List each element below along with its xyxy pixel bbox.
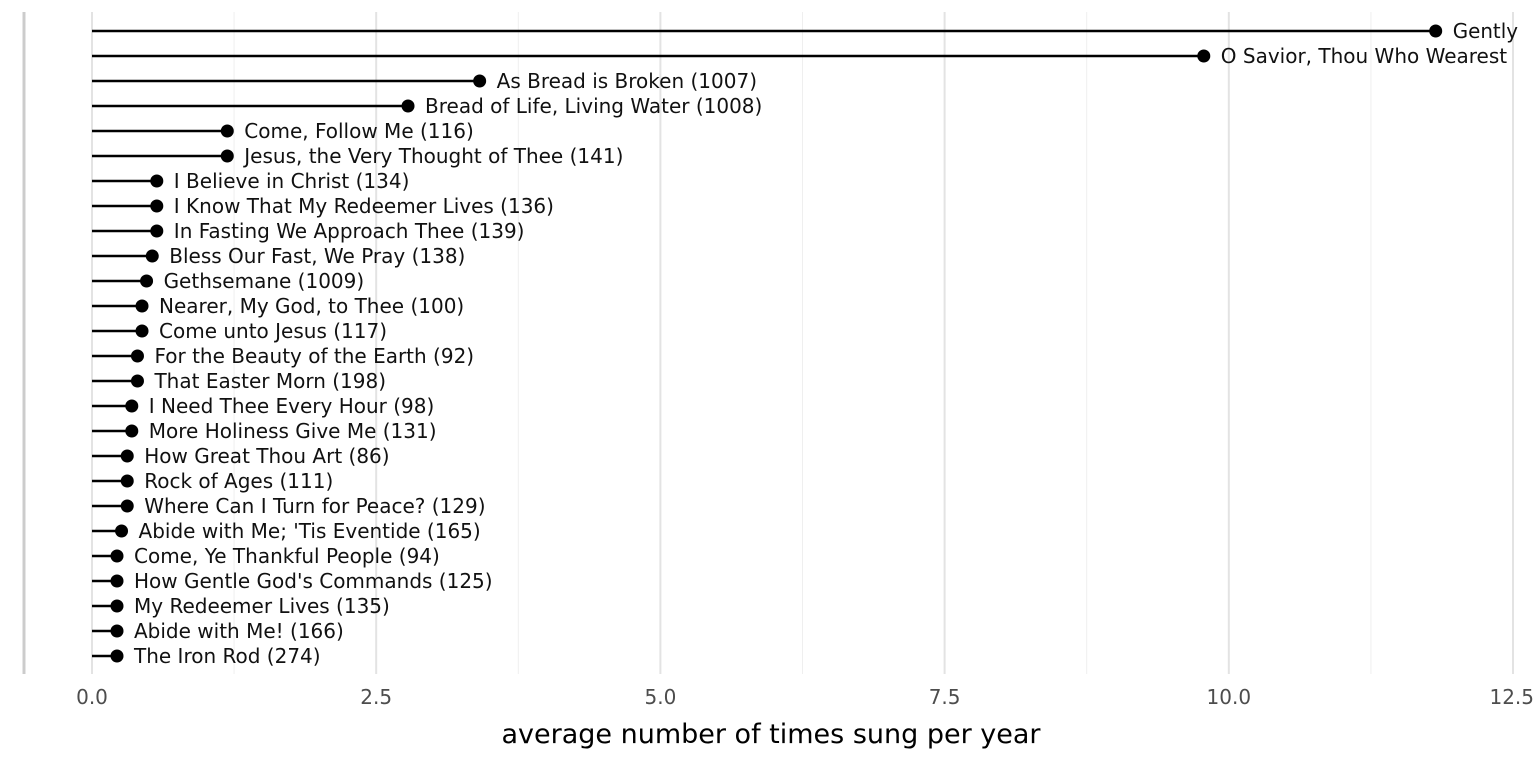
lollipop-dot <box>150 174 164 188</box>
lollipop-dot <box>401 99 415 113</box>
lollipop-label: Gently <box>1453 19 1518 43</box>
lollipop-item: I Need Thee Every Hour (98) <box>92 394 434 418</box>
lollipop-item: Bless Our Fast, We Pray (138) <box>92 244 465 268</box>
lollipop-label: Come unto Jesus (117) <box>159 319 387 343</box>
lollipop-label: Gethsemane (1009) <box>164 269 365 293</box>
lollipop-dot <box>1197 49 1211 63</box>
lollipop-item: As Bread is Broken (1007) <box>92 69 757 93</box>
lollipop-item: Rock of Ages (111) <box>92 469 333 493</box>
lollipop-dot <box>145 249 159 263</box>
lollipop-label: Abide with Me; 'Tis Eventide (165) <box>139 519 481 543</box>
lollipop-label: I Need Thee Every Hour (98) <box>149 394 435 418</box>
lollipop-item: Come unto Jesus (117) <box>92 319 387 343</box>
lollipop-item: Come, Ye Thankful People (94) <box>92 544 440 568</box>
lollipop-label: Rock of Ages (111) <box>144 469 333 493</box>
lollipop-label: How Great Thou Art (86) <box>144 444 389 468</box>
lollipop-label: That Easter Morn (198) <box>153 369 386 393</box>
lollipop-item: O Savior, Thou Who Wearest <box>92 44 1507 68</box>
lollipop-item: More Holiness Give Me (131) <box>92 419 437 443</box>
lollipop-item: Bread of Life, Living Water (1008) <box>92 94 762 118</box>
lollipop-label: O Savior, Thou Who Wearest <box>1221 44 1507 68</box>
lollipop-item: My Redeemer Lives (135) <box>92 594 390 618</box>
lollipop-label: In Fasting We Approach Thee (139) <box>174 219 525 243</box>
lollipop-label: Abide with Me! (166) <box>134 619 344 643</box>
lollipop-label: I Know That My Redeemer Lives (136) <box>174 194 554 218</box>
lollipop-dot <box>135 299 149 313</box>
lollipop-dot <box>110 549 124 563</box>
lollipop-item: Abide with Me; 'Tis Eventide (165) <box>92 519 481 543</box>
lollipop-label: Bread of Life, Living Water (1008) <box>425 94 762 118</box>
lollipop-label: Jesus, the Very Thought of Thee (141) <box>242 144 623 168</box>
lollipop-label: How Gentle God's Commands (125) <box>134 569 493 593</box>
lollipop-dot <box>140 274 154 288</box>
lollipop-dot <box>120 499 134 513</box>
lollipop-item: Gethsemane (1009) <box>92 269 364 293</box>
lollipop-dot <box>150 199 164 213</box>
lollipop-label: As Bread is Broken (1007) <box>497 69 757 93</box>
x-tick-label: 12.5 <box>1489 685 1534 709</box>
x-axis-ticks: 0.0 2.5 5.0 7.5 10.0 12.5 <box>76 685 1534 709</box>
lollipop-item: I Believe in Christ (134) <box>92 169 409 193</box>
lollipop-item: The Iron Rod (274) <box>92 644 321 668</box>
lollipop-item: Jesus, the Very Thought of Thee (141) <box>92 144 623 168</box>
lollipop-dot <box>110 599 124 613</box>
lollipop-item: Where Can I Turn for Peace? (129) <box>92 494 486 518</box>
lollipop-dot <box>220 149 234 163</box>
lollipop-item: How Great Thou Art (86) <box>92 444 390 468</box>
lollipop-label: The Iron Rod (274) <box>133 644 321 668</box>
lollipop-dot <box>110 649 124 663</box>
x-tick-label: 5.0 <box>644 685 676 709</box>
lollipop-label: Bless Our Fast, We Pray (138) <box>169 244 465 268</box>
lollipop-dot <box>110 624 124 638</box>
lollipop-item: Come, Follow Me (116) <box>92 119 474 143</box>
lollipop-dot <box>120 474 134 488</box>
lollipop-item: For the Beauty of the Earth (92) <box>92 344 474 368</box>
x-tick-label: 7.5 <box>929 685 961 709</box>
lollipop-dot <box>130 349 144 363</box>
grid-lines <box>91 12 1514 674</box>
lollipop-label: Come, Follow Me (116) <box>244 119 474 143</box>
lollipop-item: That Easter Morn (198) <box>92 369 386 393</box>
lollipop-dot <box>135 324 149 338</box>
lollipop-dot <box>125 424 139 438</box>
lollipop-dot <box>150 224 164 238</box>
lollipop-dot <box>125 399 139 413</box>
lollipop-item: In Fasting We Approach Thee (139) <box>92 219 524 243</box>
lollipop-dot <box>1429 24 1443 38</box>
lollipop-label: For the Beauty of the Earth (92) <box>154 344 474 368</box>
lollipop-dot <box>115 524 129 538</box>
lollipop-dot <box>130 374 144 388</box>
x-tick-label: 10.0 <box>1207 685 1252 709</box>
x-tick-label: 0.0 <box>76 685 108 709</box>
x-axis-title: average number of times sung per year <box>501 719 1041 750</box>
lollipop-item: Gently <box>92 19 1518 43</box>
lollipop-item: Abide with Me! (166) <box>92 619 344 643</box>
lollipop-label: More Holiness Give Me (131) <box>149 419 437 443</box>
lollipop-item: I Know That My Redeemer Lives (136) <box>92 194 554 218</box>
lollipop-label: My Redeemer Lives (135) <box>134 594 390 618</box>
lollipop-label: I Believe in Christ (134) <box>174 169 410 193</box>
lollipop-dot <box>110 574 124 588</box>
lollipop-item: How Gentle God's Commands (125) <box>92 569 493 593</box>
lollipop-label: Come, Ye Thankful People (94) <box>134 544 440 568</box>
lollipop-dot <box>220 124 234 138</box>
lollipop-item: Nearer, My God, to Thee (100) <box>92 294 464 318</box>
x-tick-label: 2.5 <box>360 685 392 709</box>
lollipop-label: Nearer, My God, to Thee (100) <box>159 294 464 318</box>
lollipop-label: Where Can I Turn for Peace? (129) <box>144 494 485 518</box>
lollipop-dot <box>120 449 134 463</box>
lollipop-dot <box>473 74 487 88</box>
